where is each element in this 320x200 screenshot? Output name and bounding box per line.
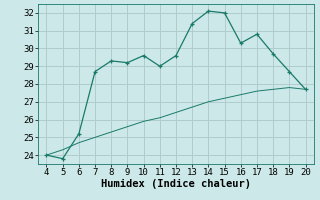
X-axis label: Humidex (Indice chaleur): Humidex (Indice chaleur) [101,179,251,189]
